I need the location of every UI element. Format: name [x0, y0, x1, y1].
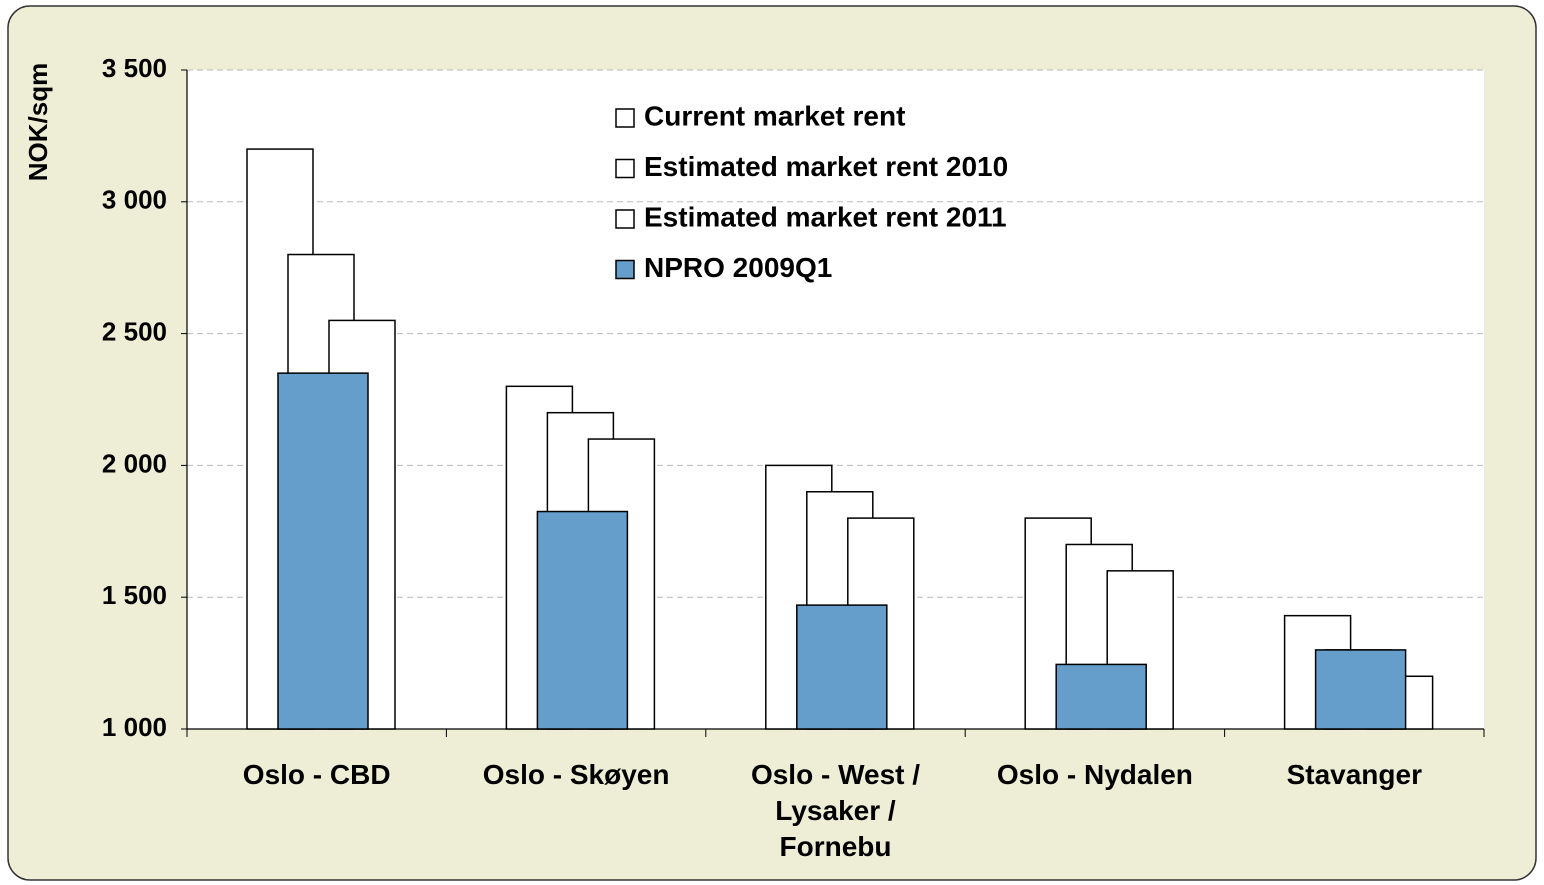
legend-label: Current market rent [644, 100, 905, 131]
bar [796, 604, 888, 730]
legend-label: Estimated market rent 2011 [644, 201, 1007, 232]
bar [277, 372, 369, 730]
legend-swatch [615, 209, 635, 229]
y-tick-label: 3 500 [102, 53, 167, 83]
bar [1055, 663, 1147, 730]
bar [1314, 649, 1407, 730]
y-axis-label: NOK/sqm [23, 63, 53, 181]
y-tick-label: 1 000 [102, 712, 167, 742]
x-tick-label: Oslo - Skøyen [482, 759, 670, 790]
legend-label: Estimated market rent 2010 [644, 151, 1008, 182]
legend-swatch [615, 108, 635, 128]
x-tick-label: Stavanger [1286, 759, 1422, 790]
y-tick-label: 2 000 [102, 448, 167, 478]
legend-label: NPRO 2009Q1 [644, 252, 832, 283]
bar [536, 510, 629, 730]
y-tick-label: 1 500 [102, 580, 167, 610]
legend-swatch [615, 259, 635, 280]
y-tick-label: 3 000 [102, 185, 167, 215]
x-tick-label: Oslo - West / Lysaker / Fornebu [750, 759, 921, 862]
y-tick-label: 2 500 [102, 316, 167, 346]
legend-swatch [615, 158, 635, 179]
x-tick-label: Oslo - CBD [242, 759, 391, 790]
x-tick-label: Oslo - Nydalen [996, 759, 1193, 790]
